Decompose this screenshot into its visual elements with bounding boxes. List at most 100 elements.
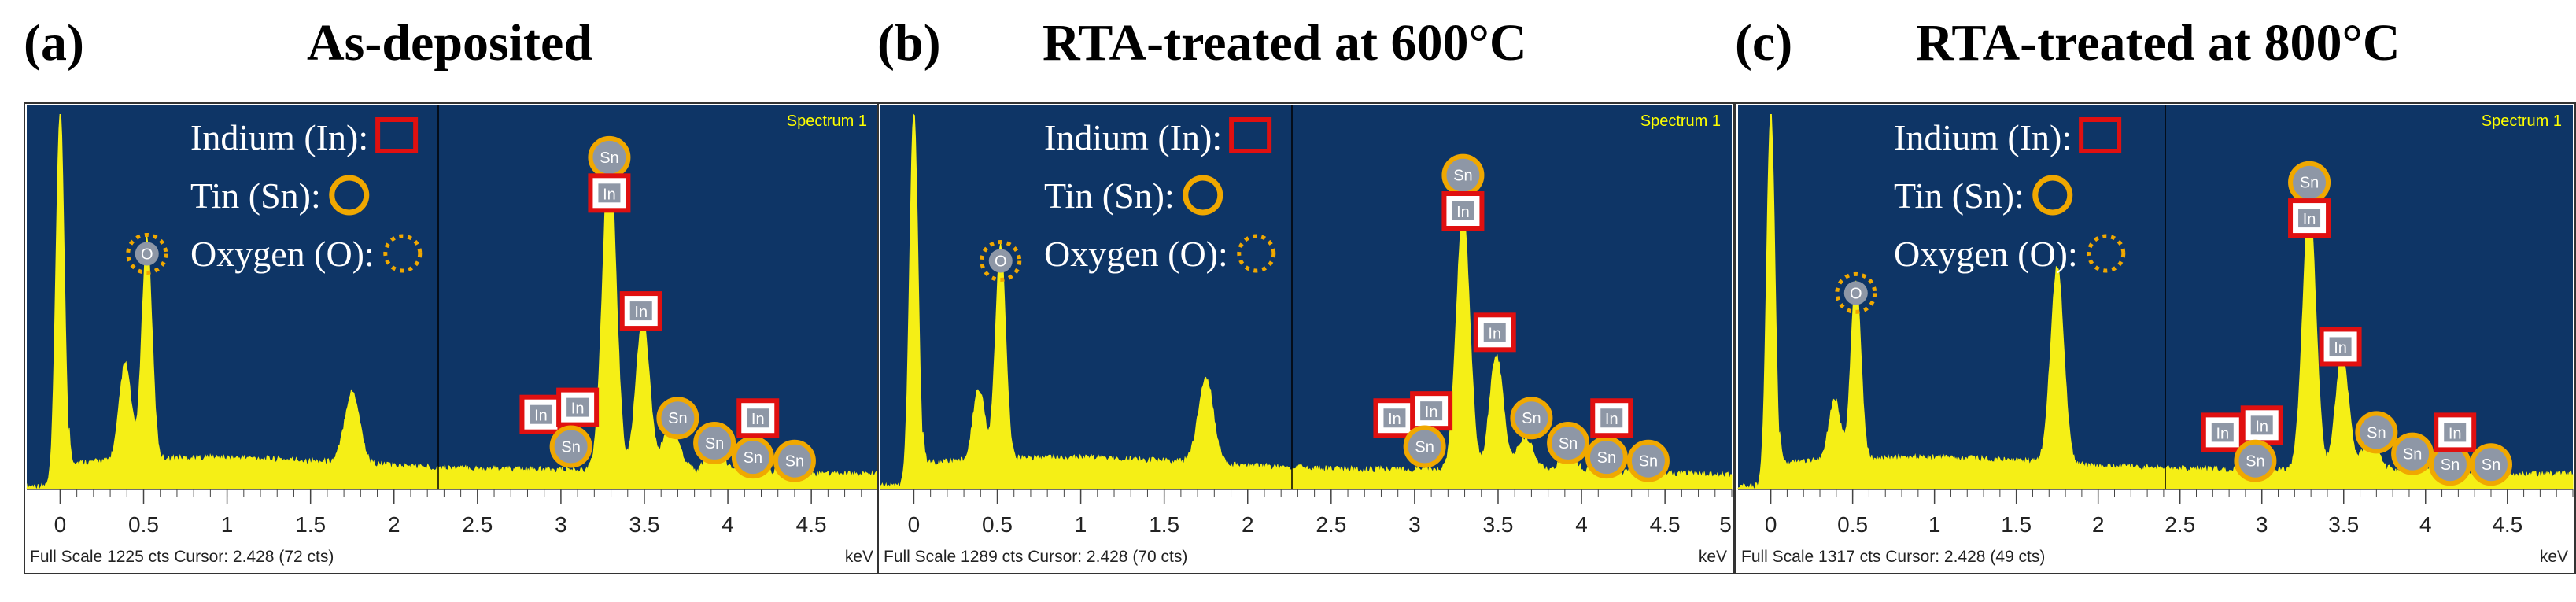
x-axis-strip <box>1736 489 2574 573</box>
svg-text:In: In <box>1488 325 1501 342</box>
marker-o: O <box>980 240 1022 283</box>
marker-sn: Sn <box>2428 443 2471 486</box>
marker-in: In <box>736 398 780 438</box>
marker-in: In <box>556 387 600 427</box>
svg-text:In: In <box>2334 339 2347 356</box>
marker-in: In <box>1373 398 1416 438</box>
svg-text:Sn: Sn <box>600 150 618 167</box>
x-tick-label: 3 <box>1408 512 1421 537</box>
x-tick-label: 4 <box>1575 512 1588 537</box>
marker-in: In <box>619 291 662 331</box>
spectrum-name: Spectrum 1 <box>1640 113 1721 130</box>
svg-text:In: In <box>1388 411 1401 428</box>
panel-label: (c) <box>1735 14 1793 72</box>
x-axis-label: keV <box>845 548 873 566</box>
legend-oxygen: Oxygen (O): <box>1894 234 2078 274</box>
svg-text:In: In <box>1425 404 1438 421</box>
marker-o: O <box>126 232 168 275</box>
x-tick-label: 4 <box>2419 512 2432 537</box>
legend-indium-marker <box>2079 117 2122 153</box>
svg-text:Sn: Sn <box>785 453 804 471</box>
legend-tin: Tin (Sn): <box>1044 175 1175 216</box>
marker-sn: Sn <box>773 439 816 482</box>
svg-text:Sn: Sn <box>1415 439 1434 456</box>
status-text: Full Scale 1317 cts Cursor: 2.428 (49 ct… <box>1741 548 2045 566</box>
x-axis-label: keV <box>1699 548 1727 566</box>
legend-oxygen-marker <box>383 234 423 273</box>
panel-heading: (c) RTA-treated at 800°C <box>1735 0 2576 87</box>
legend-indium: Indium (In): <box>1044 117 1222 157</box>
svg-text:Sn: Sn <box>561 439 580 456</box>
marker-sn: Sn <box>1441 153 1485 197</box>
marker-in: In <box>2434 412 2477 452</box>
legend-oxygen: Oxygen (O): <box>1044 234 1228 274</box>
x-tick-label: 0.5 <box>982 512 1013 537</box>
legend-tin-marker <box>329 175 370 216</box>
x-tick-label: 1 <box>1928 512 1941 537</box>
legend-indium-marker <box>375 117 419 153</box>
x-tick-label: 3 <box>555 512 567 537</box>
panel-a: (a) As-deposited Spectrum 1 Indium (In): T… <box>24 0 881 602</box>
x-tick-label: 2.5 <box>1316 512 1346 537</box>
svg-text:In: In <box>634 304 648 321</box>
eds-spectrum-chart: Spectrum 1 Indium (In): Tin (Sn): Oxygen (O… <box>877 102 1735 574</box>
svg-text:In: In <box>1605 411 1618 428</box>
svg-text:In: In <box>2303 211 2316 228</box>
marker-sn: Sn <box>1547 422 1590 465</box>
x-tick-label: 3.5 <box>629 512 660 537</box>
svg-text:Sn: Sn <box>668 410 687 427</box>
x-tick-label: 3.5 <box>1483 512 1514 537</box>
marker-sn: Sn <box>693 422 736 465</box>
panel-c: (c) RTA-treated at 800°C Spectrum 1 Indiu… <box>1735 0 2576 602</box>
marker-in: In <box>1590 398 1633 438</box>
x-tick-label: 2.5 <box>2165 512 2195 537</box>
svg-text:Sn: Sn <box>2367 424 2386 441</box>
marker-in: In <box>2201 412 2244 452</box>
svg-text:Sn: Sn <box>2300 175 2319 192</box>
marker-sn: Sn <box>1510 397 1553 440</box>
eds-spectrum-chart: Spectrum 1 Indium (In): Tin (Sn): Oxygen (O… <box>1735 102 2576 574</box>
svg-text:Sn: Sn <box>2403 446 2422 464</box>
legend-oxygen: Oxygen (O): <box>190 234 375 274</box>
legend-tin: Tin (Sn): <box>1894 175 2024 216</box>
x-tick-label: 4.5 <box>1650 512 1681 537</box>
x-tick-label: 4 <box>722 512 734 537</box>
marker-in: In <box>1473 312 1516 353</box>
x-tick-label: 4.5 <box>796 512 827 537</box>
marker-sn: Sn <box>2469 443 2512 486</box>
svg-text:In: In <box>603 186 616 203</box>
legend-indium-marker <box>1229 117 1272 153</box>
panel-label: (a) <box>24 14 84 72</box>
x-tick-label: 2 <box>388 512 400 537</box>
spectrum-svg: Spectrum 1 Indium (In): Tin (Sn): Oxygen (O… <box>25 105 880 573</box>
marker-in: In <box>1410 391 1453 431</box>
panel-title: As-deposited <box>307 14 593 72</box>
x-tick-label: 0.5 <box>1837 512 1868 537</box>
svg-text:In: In <box>2449 425 2462 442</box>
panel-title: RTA-treated at 600°C <box>1043 14 1527 72</box>
x-tick-label: 2 <box>1242 512 1254 537</box>
x-tick-label: 5 <box>1719 512 1732 537</box>
marker-sn: Sn <box>2234 439 2277 482</box>
plot-background <box>880 105 1732 489</box>
status-text: Full Scale 1289 cts Cursor: 2.428 (70 ct… <box>884 548 1187 566</box>
svg-text:Sn: Sn <box>2482 456 2500 474</box>
marker-in: In <box>1441 191 1485 231</box>
marker-in: In <box>2319 327 2362 367</box>
x-tick-label: 3.5 <box>2328 512 2359 537</box>
svg-text:In: In <box>534 408 548 425</box>
svg-text:Sn: Sn <box>2441 456 2460 474</box>
x-axis-strip <box>879 489 1733 573</box>
panel-label: (b) <box>877 14 941 72</box>
marker-sn: Sn <box>2288 161 2331 204</box>
marker-sn: Sn <box>1585 436 1628 479</box>
svg-text:In: In <box>1456 204 1470 221</box>
svg-text:O: O <box>141 246 153 263</box>
marker-sn: Sn <box>1403 425 1446 468</box>
svg-text:In: In <box>2216 425 2229 442</box>
legend-tin-marker <box>2032 175 2073 216</box>
x-tick-label: 0.5 <box>128 512 159 537</box>
status-text: Full Scale 1225 cts Cursor: 2.428 (72 ct… <box>30 548 334 566</box>
svg-text:Sn: Sn <box>705 435 724 452</box>
marker-sn: Sn <box>2391 432 2434 475</box>
